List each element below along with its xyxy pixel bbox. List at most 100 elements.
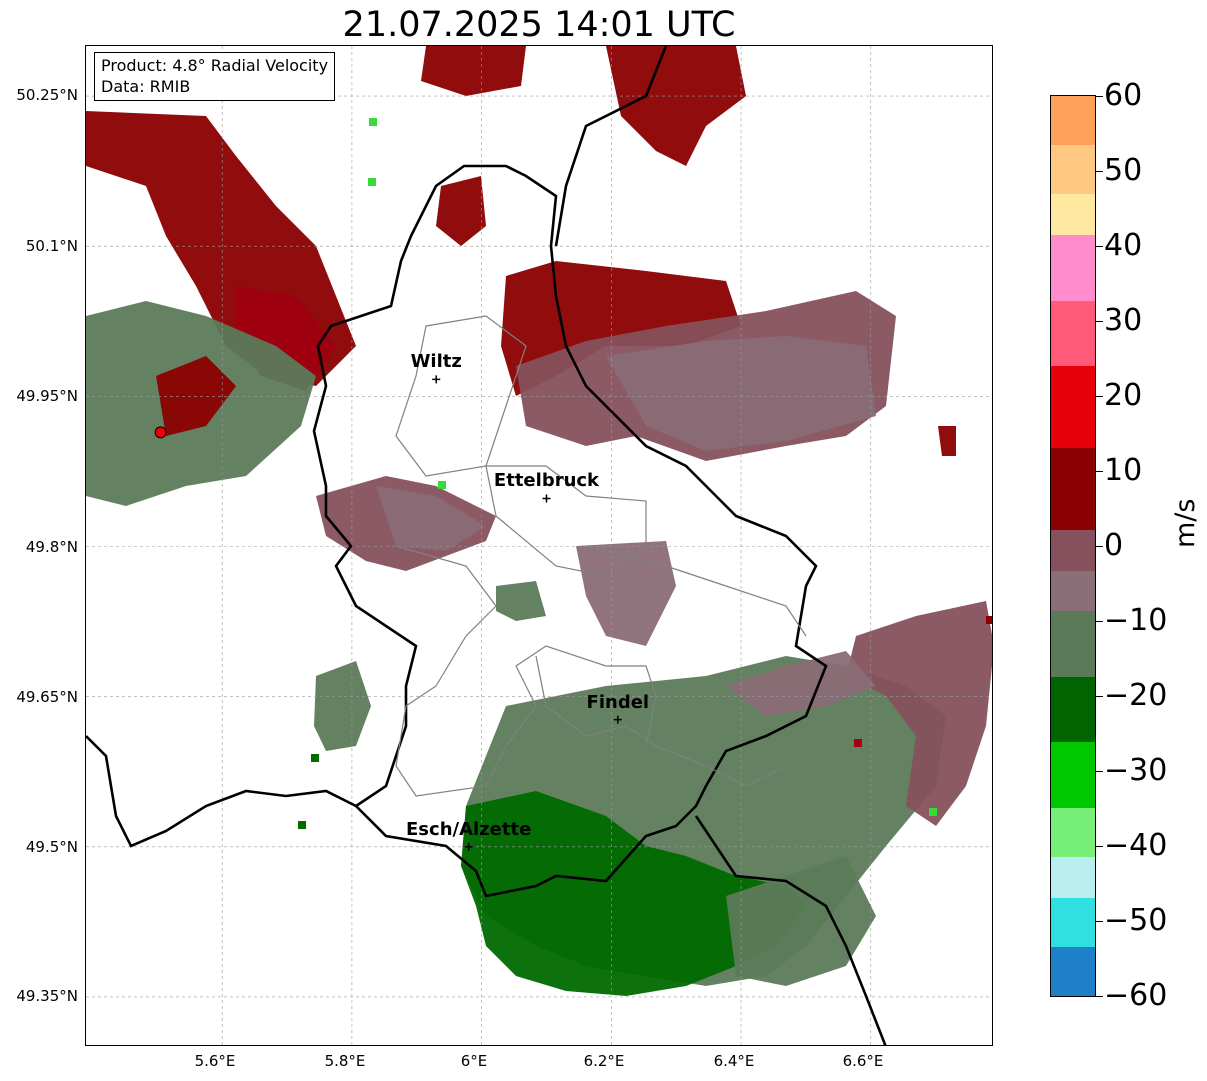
lat-label: 49.8°N (25, 538, 78, 556)
radar-site-icon (154, 426, 167, 439)
lat-label: 50.1°N (25, 237, 78, 255)
belgium-france-border (86, 735, 357, 848)
velocity-echo (298, 821, 306, 829)
canton-boundary (395, 545, 657, 797)
colorbar-tick-label: −40 (1104, 828, 1168, 863)
velocity-echo (606, 46, 746, 166)
city-label-wiltz: Wiltz (410, 351, 462, 373)
colorbar-segment (1051, 570, 1095, 612)
velocity-echo (929, 808, 937, 816)
colorbar-tick-label: −10 (1104, 603, 1168, 638)
colorbar-segment (1051, 676, 1095, 743)
lat-label: 49.35°N (16, 987, 78, 1005)
colorbar-tick-mark (1096, 696, 1103, 697)
borders (86, 46, 887, 1045)
lat-label: 49.5°N (25, 838, 78, 856)
city-marker-icon (464, 842, 473, 851)
colorbar-tick-label: −20 (1104, 678, 1168, 713)
city-label-findel: Findel (586, 691, 650, 713)
lon-label: 6.4°E (713, 1052, 755, 1070)
velocity-echo (576, 541, 676, 646)
velocity-echo (726, 856, 876, 986)
colorbar-tick-mark (1096, 171, 1103, 172)
lon-label: 6.6°E (842, 1052, 884, 1070)
colorbar-tick-label: 20 (1104, 378, 1143, 413)
germany-france-border (694, 815, 887, 1045)
colorbar-tick-label: 0 (1104, 528, 1124, 563)
velocity-echo (986, 616, 992, 624)
velocity-echo (496, 581, 546, 621)
colorbar-segment (1051, 235, 1095, 301)
colorbar-segment (1051, 897, 1095, 947)
velocity-echo (938, 426, 956, 456)
colorbar-tick-mark (1096, 321, 1103, 322)
velocity-echo (846, 601, 992, 826)
colorbar-tick-mark (1096, 846, 1103, 847)
velocity-echo (369, 118, 377, 126)
colorbar-segment (1051, 447, 1095, 530)
colorbar-segment (1051, 300, 1095, 366)
data-source-label: Data: RMIB (101, 77, 191, 96)
lon-label: 6.2°E (583, 1052, 625, 1070)
colorbar-tick-mark (1096, 771, 1103, 772)
velocity-echo (314, 661, 371, 751)
velocity-echo (368, 178, 376, 186)
colorbar-unit-label: m/s (1170, 498, 1201, 548)
radar-map-canvas (86, 46, 992, 1045)
velocity-echo (156, 356, 236, 436)
colorbar-tick-label: −50 (1104, 903, 1168, 938)
city-marker-icon (542, 494, 551, 503)
city-markers (154, 375, 622, 851)
velocity-echo (726, 651, 876, 716)
colorbar-tick-mark (1096, 246, 1103, 247)
colorbar-tick-mark (1096, 621, 1103, 622)
product-label: Product: 4.8° Radial Velocity (101, 56, 329, 75)
colorbar-segment (1051, 742, 1095, 808)
colorbar-tick-label: 10 (1104, 453, 1143, 488)
city-marker-icon (432, 375, 441, 384)
velocity-echo (438, 481, 446, 489)
map-title: 21.07.2025 14:01 UTC (342, 5, 736, 45)
colorbar-segment (1051, 856, 1095, 898)
city-label-ettelbruck: Ettelbruck (493, 470, 600, 492)
colorbar-tick-mark (1096, 996, 1103, 997)
colorbar-segment (1051, 807, 1095, 857)
velocity-echo (606, 336, 876, 451)
lat-label: 49.95°N (16, 387, 78, 405)
velocity-echo (311, 754, 319, 762)
canton-boundary (485, 465, 647, 577)
colorbar-segment (1051, 145, 1095, 195)
lon-label: 6°E (460, 1052, 488, 1070)
colorbar-tick-label: 30 (1104, 303, 1143, 338)
colorbar-tick-mark (1096, 921, 1103, 922)
velocity-echo (854, 739, 862, 747)
lon-label: 5.8°E (324, 1052, 366, 1070)
colorbar-tick-label: −60 (1104, 978, 1168, 1013)
luxembourg-border (312, 164, 828, 898)
colorbar-segment (1051, 611, 1095, 677)
belgium-germany-border (554, 46, 668, 247)
lat-label: 49.65°N (16, 688, 78, 706)
colorbar-tick-label: 60 (1104, 78, 1143, 113)
colorbar-tick-label: 50 (1104, 153, 1143, 188)
colorbar-tick-mark (1096, 396, 1103, 397)
colorbar-tick-label: −30 (1104, 753, 1168, 788)
velocity-echo (376, 486, 486, 551)
colorbar-segment (1051, 96, 1095, 146)
colorbar-segment (1051, 365, 1095, 448)
velocity-echo (461, 791, 806, 996)
colorbar-tick-label: 40 (1104, 228, 1143, 263)
colorbar-tick-mark (1096, 471, 1103, 472)
product-info-box: Product: 4.8° Radial Velocity Data: RMIB (94, 52, 336, 101)
velocity-echo (436, 176, 486, 246)
colorbar-tick-mark (1096, 546, 1103, 547)
velocity-echoes (86, 46, 992, 996)
colorbar (1050, 95, 1096, 997)
velocity-echo (421, 46, 526, 96)
radar-map[interactable]: Product: 4.8° Radial Velocity Data: RMIB… (85, 45, 993, 1046)
colorbar-tick-mark (1096, 96, 1103, 97)
colorbar-segment (1051, 529, 1095, 571)
colorbar-segment (1051, 946, 1095, 996)
lon-label: 5.6°E (194, 1052, 236, 1070)
canton-boundary (585, 545, 807, 637)
